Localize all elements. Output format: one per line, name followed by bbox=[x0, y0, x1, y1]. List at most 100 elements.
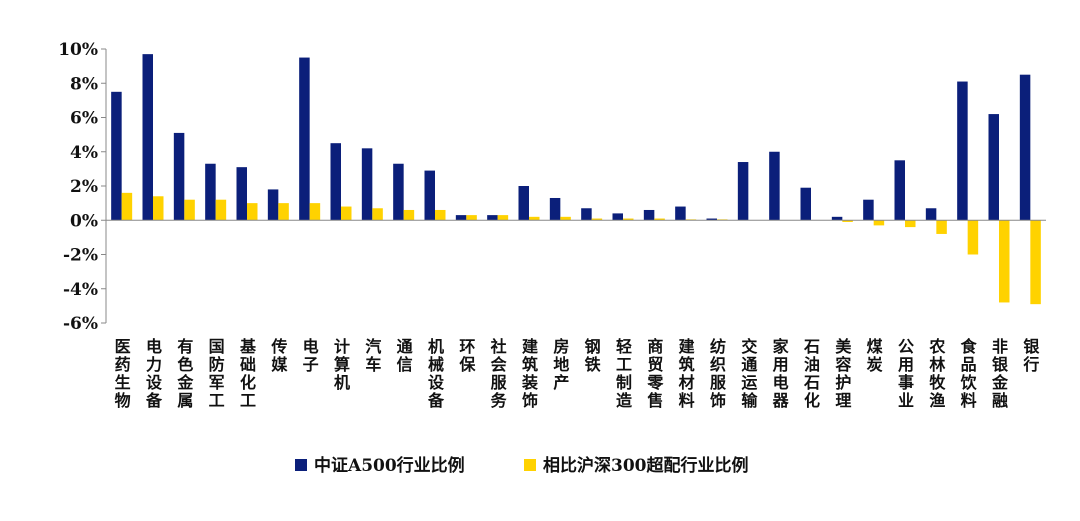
x-tick-label: 商贸零售 bbox=[646, 337, 664, 410]
x-tick-label: 食品饮料 bbox=[960, 337, 978, 410]
bar-overweight bbox=[403, 209, 415, 221]
bar-overweight bbox=[905, 220, 916, 228]
bar-a500 bbox=[205, 163, 216, 221]
bar-a500 bbox=[142, 54, 153, 221]
x-tick-label: 机械设备 bbox=[427, 337, 445, 410]
bar-a500 bbox=[643, 209, 655, 221]
bar-overweight bbox=[654, 218, 665, 221]
bar-a500 bbox=[894, 160, 905, 221]
bar-a500 bbox=[487, 215, 498, 221]
bar-a500 bbox=[549, 197, 561, 221]
bar-a500 bbox=[957, 81, 968, 221]
bar-a500 bbox=[988, 114, 999, 221]
x-tick-label: 非银金融 bbox=[991, 337, 1009, 410]
x-tick-label: 有色金属 bbox=[176, 337, 194, 410]
bar-overweight bbox=[936, 220, 947, 234]
x-tick-label: 纺织服饰 bbox=[710, 337, 727, 410]
x-tick-label: 基础化工 bbox=[239, 337, 257, 410]
bar-overweight bbox=[999, 220, 1010, 303]
bar-a500 bbox=[925, 208, 937, 221]
bar-a500 bbox=[612, 213, 623, 221]
y-tick-label: -4% bbox=[63, 280, 98, 300]
x-tick-label: 公用事业 bbox=[898, 337, 914, 410]
bar-a500 bbox=[111, 91, 122, 221]
bar-a500 bbox=[267, 189, 279, 221]
x-tick-label: 社会服务 bbox=[490, 337, 508, 410]
bar-overweight bbox=[372, 208, 383, 221]
bar-overweight bbox=[121, 192, 133, 221]
bar-overweight bbox=[466, 215, 477, 221]
y-tick-label: -2% bbox=[63, 246, 98, 266]
bar-a500 bbox=[800, 187, 811, 221]
bar-a500 bbox=[393, 163, 404, 221]
x-tick-label: 美容护理 bbox=[834, 337, 852, 410]
bar-a500 bbox=[706, 218, 717, 221]
bar-overweight bbox=[1030, 220, 1041, 305]
bar-overweight bbox=[842, 220, 853, 222]
y-tick-label: 6% bbox=[70, 109, 98, 129]
bar-a500 bbox=[518, 186, 529, 221]
x-tick-label: 农林牧渔 bbox=[928, 337, 946, 410]
bar-overweight bbox=[215, 199, 227, 221]
bar-a500 bbox=[424, 170, 435, 221]
bar-a500 bbox=[236, 167, 247, 221]
y-tick-label: 10% bbox=[58, 40, 98, 60]
bar-overweight bbox=[153, 196, 164, 221]
bar-overweight bbox=[560, 216, 571, 221]
x-tick-label: 通信 bbox=[397, 337, 413, 374]
legend: 中证A500行业比例 相比沪深300超配行业比例 bbox=[295, 455, 749, 476]
legend-swatch-overweight bbox=[524, 459, 536, 471]
bar-a500 bbox=[863, 199, 874, 221]
x-tick-label: 建筑材料 bbox=[679, 337, 695, 410]
bar-overweight bbox=[967, 220, 979, 255]
bars-group bbox=[111, 54, 1041, 305]
x-tick-label: 电力设备 bbox=[145, 337, 163, 410]
bar-overweight bbox=[497, 215, 509, 221]
x-tick-label: 钢铁 bbox=[585, 337, 601, 374]
x-tick-label: 石油石化 bbox=[803, 337, 820, 410]
x-tick-label: 环保 bbox=[458, 337, 476, 374]
bar-a500 bbox=[1019, 74, 1031, 221]
bar-a500 bbox=[675, 206, 686, 221]
bar-a500 bbox=[299, 57, 310, 221]
x-tick-label: 煤炭 bbox=[867, 337, 883, 374]
x-tick-label: 计算机 bbox=[334, 337, 350, 392]
x-tick-label: 房地产 bbox=[553, 337, 569, 392]
bar-overweight bbox=[591, 218, 603, 221]
bar-a500 bbox=[769, 151, 780, 221]
legend-label-overweight: 相比沪深300超配行业比例 bbox=[543, 455, 749, 476]
bar-overweight bbox=[309, 203, 321, 221]
y-tick-label: 0% bbox=[70, 211, 98, 231]
bar-overweight bbox=[278, 203, 289, 221]
y-tick-label: 4% bbox=[70, 143, 98, 163]
bar-overweight bbox=[529, 216, 540, 221]
bar-a500 bbox=[361, 148, 373, 221]
bar-a500 bbox=[737, 162, 749, 221]
bar-a500 bbox=[581, 208, 592, 221]
x-tick-label: 国防军工 bbox=[209, 337, 225, 410]
x-tick-label: 医药生物 bbox=[115, 337, 131, 410]
legend-swatch-a500 bbox=[295, 459, 307, 471]
bar-overweight bbox=[184, 199, 195, 221]
bar-overweight bbox=[873, 220, 885, 226]
bar-overweight bbox=[623, 218, 634, 221]
bar-a500 bbox=[173, 132, 185, 221]
y-tick-label: 2% bbox=[70, 177, 98, 197]
y-tick-label: 8% bbox=[70, 74, 98, 94]
axes-group: 10% 8% 6% 4% 2% 0% -2% -4% -6% 医药生物电力设备有色金属国防军工基础… bbox=[58, 40, 1046, 410]
x-tick-label: 传媒 bbox=[270, 337, 288, 374]
x-tick-label: 汽车 bbox=[365, 337, 381, 374]
y-tick-label: -6% bbox=[63, 314, 98, 334]
x-tick-label: 建筑装饰 bbox=[521, 337, 538, 410]
bar-overweight bbox=[247, 203, 258, 221]
x-tick-label: 家用电器 bbox=[772, 337, 790, 410]
bar-a500 bbox=[330, 143, 341, 221]
bar-overweight bbox=[341, 206, 352, 221]
bar-a500 bbox=[455, 215, 467, 221]
x-tick-label: 银行 bbox=[1022, 337, 1040, 374]
bar-overweight bbox=[435, 209, 446, 221]
x-tick-label: 轻工制造 bbox=[616, 337, 633, 410]
legend-label-a500: 中证A500行业比例 bbox=[314, 455, 465, 476]
x-tick-label: 电子 bbox=[303, 337, 319, 374]
